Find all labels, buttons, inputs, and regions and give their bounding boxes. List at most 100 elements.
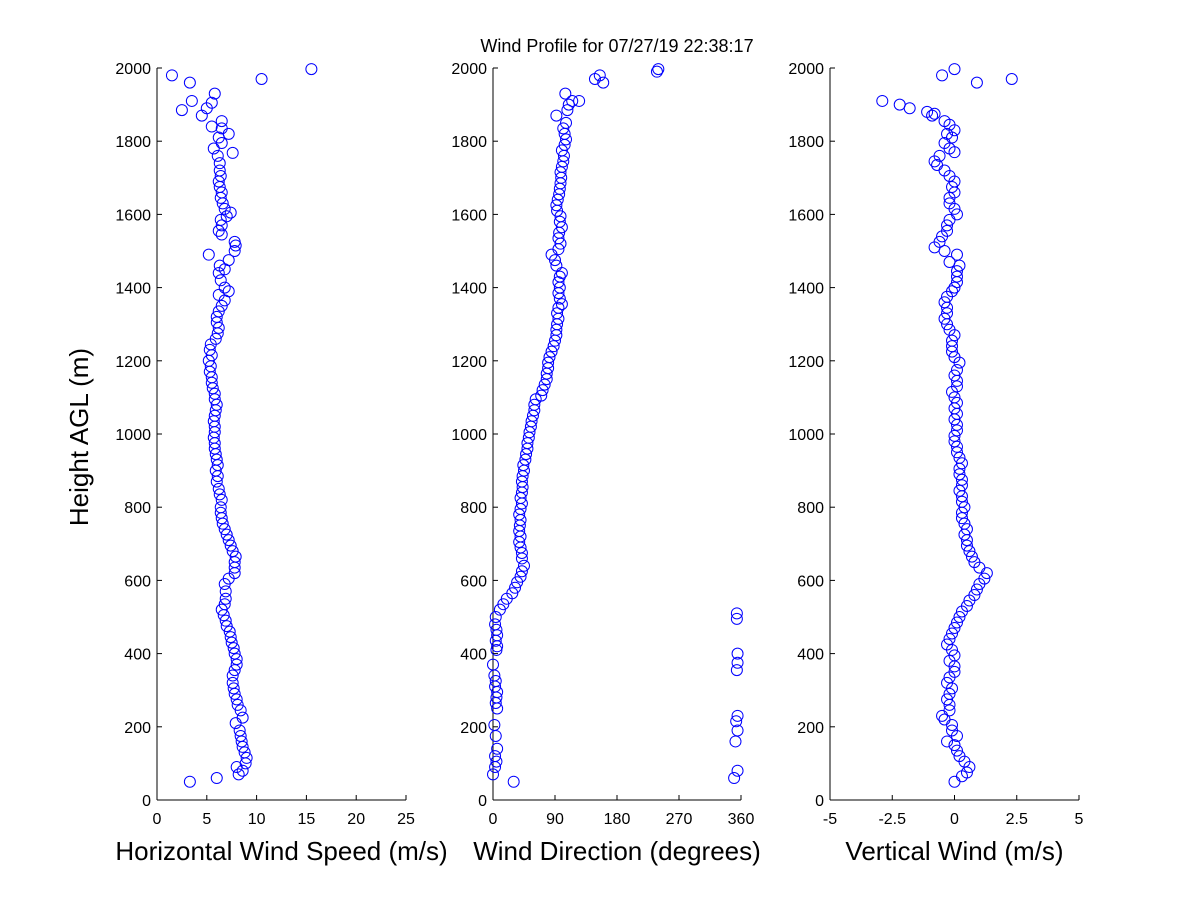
data-point [597, 76, 610, 89]
x-tick-label: 20 [347, 811, 365, 828]
data-point [226, 676, 239, 689]
y-tick-label: 1000 [451, 427, 487, 444]
x-tick-label: 360 [728, 811, 755, 828]
y-tick-label: 200 [124, 720, 151, 737]
data-point [514, 570, 527, 583]
data-point [220, 210, 233, 223]
data-point [205, 96, 218, 109]
data-point [222, 254, 235, 267]
x-tick-label: 0 [489, 811, 498, 828]
data-point [547, 340, 560, 353]
data-point [229, 550, 242, 563]
y-tick-label: 0 [142, 793, 151, 810]
data-point [948, 649, 961, 662]
data-point [513, 508, 526, 521]
data-point [550, 259, 563, 272]
data-point [210, 772, 223, 785]
data-point [968, 589, 981, 602]
data-point [593, 69, 606, 82]
data-point [958, 501, 971, 514]
y-tick-label: 2000 [788, 61, 824, 78]
data-point [950, 440, 963, 453]
data-point [234, 704, 247, 717]
data-point [946, 340, 959, 353]
data-point [928, 107, 941, 120]
data-point [215, 299, 228, 312]
data-point [946, 724, 959, 737]
data-point [955, 457, 968, 470]
data-point [202, 248, 215, 261]
data-point [489, 618, 502, 631]
data-point [545, 345, 558, 358]
data-point [214, 169, 227, 182]
data-point [228, 647, 241, 660]
data-point [948, 435, 961, 448]
y-tick-label: 1600 [788, 207, 824, 224]
data-point [953, 468, 966, 481]
data-point [209, 332, 222, 345]
y-tick-label: 600 [460, 573, 487, 590]
data-point [730, 664, 743, 677]
data-point [487, 768, 499, 781]
data-point [214, 501, 227, 514]
x-tick-label: 10 [248, 811, 266, 828]
data-point [955, 495, 968, 508]
data-point [955, 479, 968, 492]
data-point [175, 104, 188, 117]
y-tick-label: 1200 [788, 354, 824, 371]
data-point [207, 142, 220, 155]
data-point [215, 115, 228, 128]
data-point [489, 750, 502, 763]
data-point [552, 232, 565, 245]
data-point [950, 396, 963, 409]
data-point [550, 109, 563, 122]
data-point [970, 76, 983, 89]
data-point [219, 585, 232, 598]
data-point [948, 391, 961, 404]
data-point [214, 274, 227, 287]
data-point [955, 473, 968, 486]
x-tick-label: 2.5 [1006, 811, 1028, 828]
data-point [941, 638, 954, 651]
data-point [941, 693, 954, 706]
data-point [487, 658, 499, 671]
data-point [490, 643, 503, 656]
data-point [218, 281, 231, 294]
data-point [224, 539, 237, 552]
data-point [220, 528, 233, 541]
data-point [554, 166, 567, 179]
data-point [543, 351, 556, 364]
y-tick-label: 1200 [451, 354, 487, 371]
data-point [491, 742, 504, 755]
data-point [215, 186, 228, 199]
data-point [213, 164, 226, 177]
data-point [215, 137, 228, 150]
y-tick-label: 1200 [115, 354, 151, 371]
data-point [490, 623, 503, 636]
data-point [960, 600, 973, 613]
data-point [948, 63, 961, 76]
data-point [566, 94, 579, 107]
data-point [573, 94, 586, 107]
data-point [213, 157, 226, 170]
data-point [213, 488, 226, 501]
data-point [165, 69, 178, 82]
data-point [234, 729, 247, 742]
chart-title: Wind Profile for 07/27/19 22:38:17 [480, 36, 753, 56]
data-point [212, 266, 225, 279]
data-point [223, 625, 236, 638]
data-point [731, 656, 744, 669]
x-tick-label: 5 [1075, 811, 1084, 828]
data-point [948, 621, 961, 634]
data-point [953, 484, 966, 497]
x-tick-label: 90 [546, 811, 564, 828]
data-point [208, 87, 221, 100]
data-point [731, 724, 744, 737]
data-point [960, 766, 973, 779]
data-point [948, 351, 961, 364]
data-point [943, 323, 956, 336]
y-tick-label: 200 [460, 720, 487, 737]
y-tick-label: 1800 [788, 134, 824, 151]
data-point [185, 94, 198, 107]
data-point [215, 228, 228, 241]
